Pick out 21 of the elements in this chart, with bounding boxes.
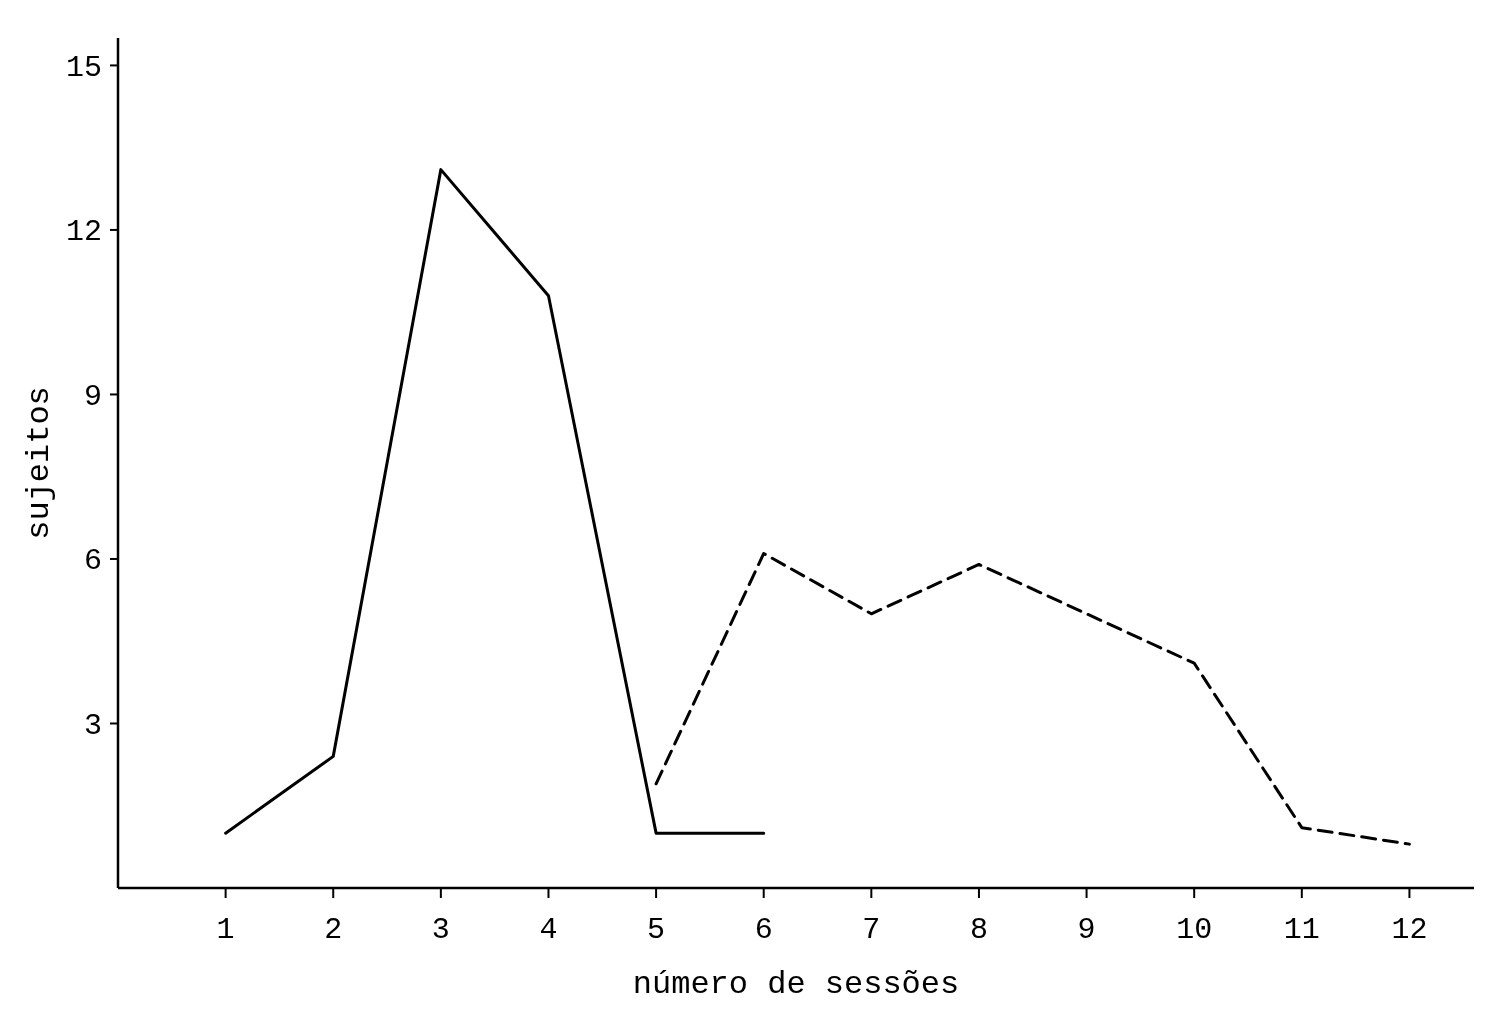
x-tick-label: 1: [216, 913, 235, 947]
x-tick-label: 4: [539, 913, 558, 947]
x-tick-label: 9: [1077, 913, 1096, 947]
y-tick-label: 9: [83, 379, 102, 414]
line-series: [224, 168, 766, 835]
x-tick-label: 10: [1176, 913, 1213, 947]
x-tick-label: 8: [969, 913, 988, 947]
y-tick-label: 15: [65, 50, 102, 85]
x-axis-title: número de sessões: [632, 966, 960, 1003]
x-tick-label: 5: [647, 913, 666, 947]
y-tick-label: 3: [83, 708, 102, 743]
y-tick-label: 6: [83, 544, 102, 579]
x-tick-label: 3: [431, 913, 450, 947]
x-tick-label: 6: [754, 913, 773, 947]
x-tick-label: 7: [862, 913, 881, 947]
x-tick-label: 12: [1391, 913, 1428, 947]
x-tick-label: 2: [324, 913, 343, 947]
x-tick-label: 11: [1283, 913, 1320, 947]
y-axis-title: sujeitos: [21, 386, 58, 540]
y-tick-label: 12: [65, 215, 102, 250]
line-series: [654, 551, 1411, 846]
